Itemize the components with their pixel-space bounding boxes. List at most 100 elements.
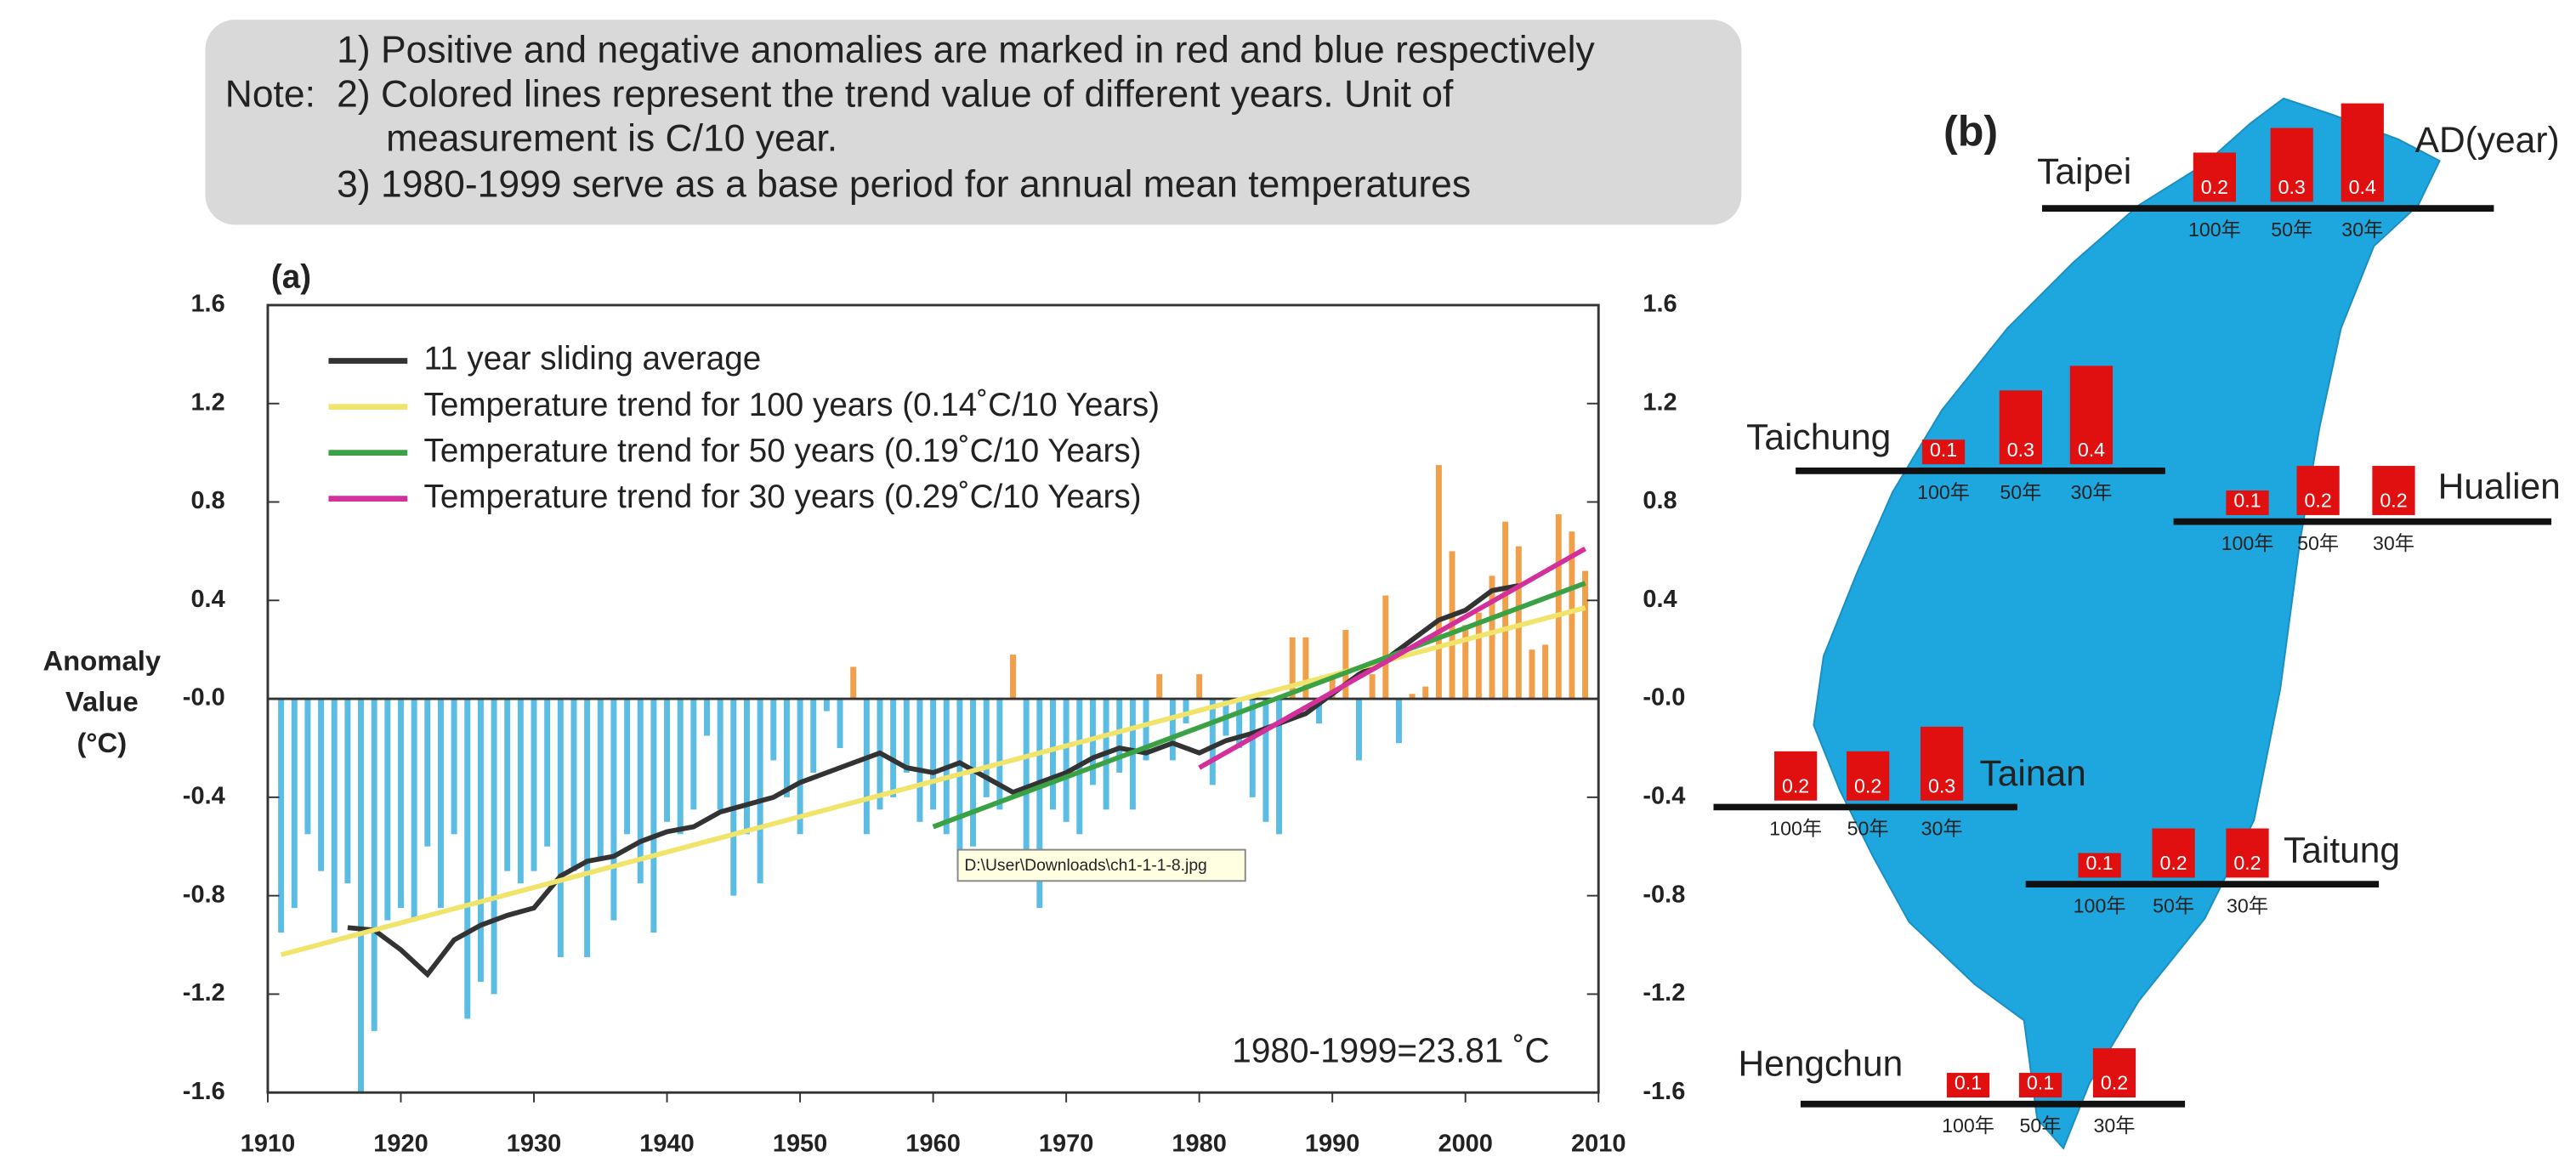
anomaly-bar [464, 699, 471, 1019]
station-bar [2226, 828, 2269, 878]
station-name: Hengchun [1738, 1045, 1903, 1085]
anomaly-bar [1489, 575, 1495, 700]
note-line: 1) Positive and negative anomalies are m… [337, 30, 1595, 71]
station-bar [1999, 390, 2042, 465]
anomaly-bar [983, 699, 990, 797]
station-name: Hualien [2438, 467, 2561, 507]
category-label: 100年 [1769, 818, 1822, 840]
y-tick-label: 1.2 [190, 388, 224, 416]
legend-label: 11 year sliding average [424, 341, 762, 377]
note-label: Note: [225, 74, 315, 116]
anomaly-bar [664, 699, 671, 822]
bar-value-label: 0.4 [2349, 176, 2376, 198]
station-bar [2341, 103, 2384, 202]
anomaly-bar [1249, 699, 1256, 797]
y-axis-label: Anomaly [43, 644, 161, 676]
y-tick-label: 0.4 [190, 586, 224, 613]
anomaly-bar [570, 699, 577, 871]
anomaly-bar [304, 699, 311, 835]
category-label: 30年 [2094, 1114, 2136, 1137]
y-tick-label: -0.8 [183, 881, 225, 908]
y2-tick-label: -1.2 [1643, 979, 1685, 1006]
anomaly-bar [956, 699, 963, 871]
x-tick-label: 1910 [241, 1131, 295, 1158]
anomaly-bar [424, 699, 431, 847]
legend-label: Temperature trend for 50 years (0.19˚C/1… [424, 433, 1142, 469]
anomaly-bar [850, 666, 857, 700]
anomaly-bar [411, 699, 417, 921]
anomaly-bar [1116, 699, 1123, 773]
station-name: Taichung [1746, 417, 1891, 457]
bar-value-label: 0.3 [2278, 176, 2306, 198]
x-tick-label: 1930 [507, 1131, 561, 1158]
anomaly-bar [491, 699, 497, 995]
anomaly-bar [1316, 699, 1323, 724]
anomaly-bar [730, 699, 737, 896]
anomaly-bar [837, 699, 843, 748]
category-label: 100年 [1942, 1114, 1994, 1137]
y-tick-label: -0.0 [183, 684, 225, 712]
bar-value-label: 0.1 [1930, 439, 1957, 461]
anomaly-bar [371, 699, 377, 1031]
anomaly-bar [650, 699, 657, 933]
y2-tick-label: -0.8 [1643, 881, 1685, 908]
anomaly-bar [318, 699, 325, 871]
bar-value-label: 0.4 [2078, 439, 2105, 461]
anomaly-bar [398, 699, 404, 909]
anomaly-bar [690, 699, 697, 810]
station-bar [2372, 466, 2415, 515]
chart-title: (b) [1943, 108, 1998, 156]
x-tick-label: 1960 [905, 1131, 960, 1158]
category-label: 50年 [1847, 818, 1889, 840]
station-bar [1946, 1073, 1990, 1098]
y2-tick-label: 1.2 [1643, 388, 1677, 416]
anomaly-bar [677, 699, 684, 835]
station-bar [2078, 853, 2121, 878]
bar-value-label: 0.1 [2233, 490, 2261, 512]
annotation: 1980-1999=23.81 ˚C [1232, 1031, 1549, 1070]
y-axis-label: (°C) [77, 727, 127, 758]
anomaly-bar [1502, 521, 1509, 700]
anomaly-bar [743, 699, 750, 835]
anomaly-bar [930, 699, 937, 810]
category-label: 30年 [2341, 218, 2383, 241]
bar-value-label: 0.2 [2233, 852, 2261, 874]
anomaly-bar [1395, 699, 1402, 744]
anomaly-bar [1422, 686, 1429, 700]
category-label: 50年 [2020, 1114, 2062, 1137]
category-label: 100年 [2074, 894, 2126, 916]
anomaly-bar [1382, 595, 1389, 700]
bar-value-label: 0.2 [2201, 176, 2228, 198]
anomaly-bar [1342, 630, 1349, 700]
category-label: 30年 [2373, 532, 2414, 554]
anomaly-bar [531, 699, 537, 871]
anomaly-bar [1063, 699, 1070, 822]
anomaly-bar [637, 699, 644, 884]
anomaly-bar [384, 699, 391, 921]
note-box [205, 20, 1742, 225]
anomaly-bar [770, 699, 777, 761]
note-line: 2) Colored lines represent the trend val… [337, 74, 1454, 116]
y2-tick-label: -0.0 [1643, 684, 1685, 712]
legend-label: Temperature trend for 100 years (0.14˚C/… [424, 387, 1160, 423]
station-bar [2018, 1073, 2063, 1098]
anomaly-bar [916, 699, 923, 822]
anomaly-bar [517, 699, 524, 884]
anomaly-bar [1435, 465, 1442, 700]
anomaly-bar [1262, 699, 1269, 822]
anomaly-bar [890, 699, 897, 797]
anomaly-bar [717, 699, 723, 810]
category-label: 30年 [2227, 894, 2268, 916]
anomaly-bar [1236, 699, 1243, 748]
anomaly-bar [1196, 674, 1203, 700]
anomaly-bar [863, 699, 870, 835]
station-bar [2092, 1048, 2136, 1098]
anomaly-bar [1369, 674, 1376, 700]
anomaly-bar [331, 699, 338, 933]
anomaly-bar [1156, 674, 1163, 700]
anomaly-bar [1036, 699, 1043, 909]
x-tick-label: 1970 [1039, 1131, 1093, 1158]
island-map [1813, 97, 2441, 1150]
